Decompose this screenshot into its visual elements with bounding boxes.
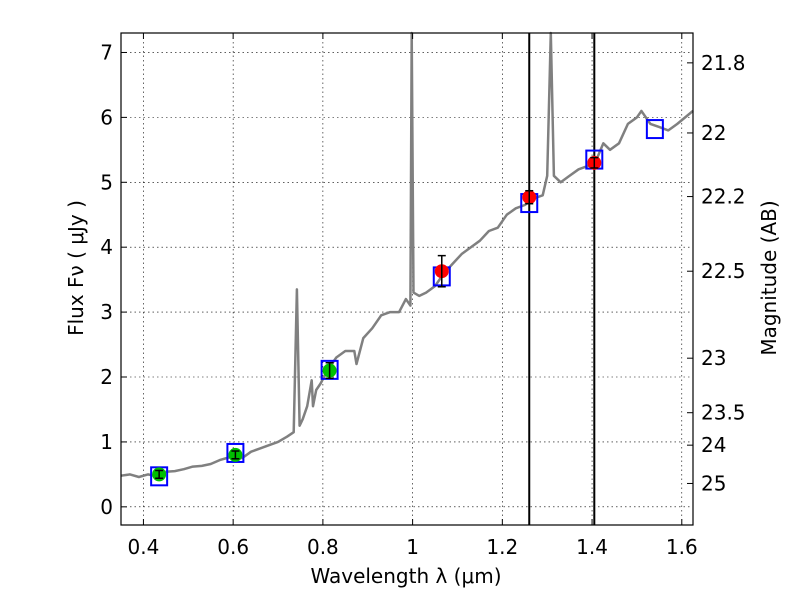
model-box	[226, 442, 245, 463]
y-tick-label: 0	[100, 495, 113, 519]
y-tick-label: 1	[100, 430, 113, 454]
magnitude-tick-label: 22	[701, 121, 726, 145]
plot-frame	[120, 32, 694, 526]
data-point	[322, 361, 337, 380]
y-tick-label: 2	[100, 365, 113, 389]
model-box	[150, 466, 169, 487]
y-tick-label: 5	[100, 170, 113, 194]
spectrum-line	[120, 31, 694, 479]
magnitude-tick-label: 25	[701, 471, 726, 495]
magnitude-tick-label: 23	[701, 346, 726, 370]
y-tick-label: 7	[100, 40, 113, 64]
vertical-lines	[528, 33, 596, 525]
x-tick-label: 0.8	[307, 535, 339, 559]
magnitude-tick-label: 23.5	[701, 401, 746, 425]
grid	[121, 33, 693, 525]
data-point	[434, 254, 449, 288]
model-box	[645, 119, 664, 140]
y-tick-label: 3	[100, 300, 113, 324]
y-tick-label: 6	[100, 105, 113, 129]
y-axis-label: Flux Fν ( μJy )	[64, 200, 88, 336]
photometry-points	[152, 155, 602, 482]
x-axis-label: Wavelength λ (μm)	[310, 564, 501, 588]
data-point	[522, 189, 537, 205]
magnitude-tick-label: 24	[701, 433, 726, 457]
model-boxes	[150, 119, 664, 487]
x-tick-label: 1	[406, 535, 419, 559]
magnitude-tick-label: 22.2	[701, 185, 746, 209]
x-tick-label: 1.4	[576, 535, 608, 559]
magnitude-tick-label: 22.5	[701, 259, 746, 283]
x-tick-label: 1.2	[486, 535, 518, 559]
y2-axis-label: Magnitude (AB)	[757, 200, 781, 355]
spectrum	[120, 31, 694, 479]
x-tick-label: 0.6	[217, 535, 249, 559]
data-point	[228, 447, 243, 462]
data-point	[587, 155, 602, 170]
x-tick-label: 0.4	[128, 535, 160, 559]
magnitude-tick-label: 21.8	[701, 51, 746, 75]
y-tick-label: 4	[100, 235, 113, 259]
x-tick-label: 1.6	[666, 535, 698, 559]
data-point	[152, 467, 167, 482]
